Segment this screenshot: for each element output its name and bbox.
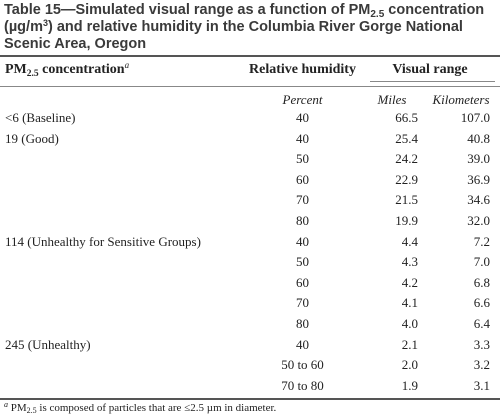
table-row: 245 (Unhealthy) 40 2.1 3.3 <box>0 335 500 356</box>
table-row: 60 22.9 36.9 <box>0 170 500 191</box>
header-visual-range: Visual range <box>392 62 468 77</box>
cell-kilometers: 32.0 <box>467 212 490 228</box>
visual-range-spanner-rule <box>370 81 495 82</box>
cell-kilometers: 34.6 <box>467 192 490 208</box>
cell-kilometers: 107.0 <box>460 110 490 125</box>
title-text: ) and relative humidity in the Columbia … <box>4 19 463 52</box>
cell-relative-humidity: 40 <box>296 336 309 352</box>
cell-relative-humidity: 60 <box>296 274 309 290</box>
cell-miles: 24.2 <box>395 151 418 167</box>
cell-miles: 2.1 <box>401 336 418 352</box>
cell-relative-humidity: 70 to 80 <box>281 377 324 393</box>
table-row: 80 19.9 32.0 <box>0 211 500 232</box>
subheader-miles: Miles <box>377 92 407 107</box>
bottom-rule <box>0 398 500 400</box>
cell-kilometers: 3.1 <box>473 377 490 393</box>
table-body: <6 (Baseline) 40 66.5 107.0 19 (Good) 40 25.4 4… <box>0 108 500 396</box>
title-subscript: 2.5 <box>370 9 385 20</box>
cell-relative-humidity: 80 <box>296 315 309 331</box>
cell-relative-humidity: 40 <box>296 110 309 125</box>
cell-relative-humidity: 70 <box>296 295 309 311</box>
table-row: 114 (Unhealthy for Sensitive Groups) 40 4.… <box>0 232 500 253</box>
cell-miles: 4.1 <box>401 295 418 311</box>
cell-miles: 19.9 <box>395 212 418 228</box>
cell-kilometers: 3.2 <box>473 357 490 373</box>
cell-concentration: 19 (Good) <box>5 130 59 146</box>
cell-miles: 4.2 <box>401 274 418 290</box>
cell-kilometers: 3.3 <box>473 336 490 352</box>
subheader-kilometers: Kilometers <box>432 92 490 107</box>
header-rule <box>0 86 500 87</box>
title-text: concentration (µg/m <box>4 2 485 35</box>
table-row: 60 4.2 6.8 <box>0 273 500 294</box>
cell-miles: 21.5 <box>395 192 418 208</box>
header-subscript: 2.5 <box>26 69 39 79</box>
cell-miles: 4.0 <box>401 315 418 331</box>
cell-kilometers: 6.8 <box>473 274 490 290</box>
cell-kilometers: 7.0 <box>473 254 490 270</box>
cell-concentration: 245 (Unhealthy) <box>5 336 91 352</box>
cell-miles: 4.4 <box>401 233 418 249</box>
table-row: 50 24.2 39.0 <box>0 149 500 170</box>
cell-kilometers: 40.8 <box>467 130 490 146</box>
footnote-subscript: 2.5 <box>26 406 37 415</box>
header-text: concentration <box>38 62 125 77</box>
table-row: 70 4.1 6.6 <box>0 293 500 314</box>
table-row: 50 4.3 7.0 <box>0 252 500 273</box>
header-text: PM <box>5 62 27 77</box>
footnote-text: PM <box>8 402 27 414</box>
cell-miles: 66.5 <box>395 110 418 125</box>
footnote: a PM2.5 is composed of particles that ar… <box>4 401 276 415</box>
title-superscript: 3 <box>42 18 48 28</box>
cell-kilometers: 7.2 <box>473 233 490 249</box>
cell-miles: 4.3 <box>401 254 418 270</box>
cell-relative-humidity: 40 <box>296 130 309 146</box>
cell-relative-humidity: 50 <box>296 254 309 270</box>
footnote-marker: a <box>124 60 130 70</box>
cell-relative-humidity: 80 <box>296 212 309 228</box>
table-row: 19 (Good) 40 25.4 40.8 <box>0 129 500 150</box>
cell-concentration: <6 (Baseline) <box>5 110 76 125</box>
cell-relative-humidity: 40 <box>296 233 309 249</box>
top-rule <box>0 55 500 57</box>
table-row: <6 (Baseline) 40 66.5 107.0 <box>0 108 500 129</box>
cell-miles: 2.0 <box>401 357 418 373</box>
header-relative-humidity: Relative humidity <box>249 62 356 77</box>
cell-kilometers: 39.0 <box>467 151 490 167</box>
cell-miles: 1.9 <box>401 377 418 393</box>
title-text: Table 15—Simulated visual range as a fun… <box>4 2 371 18</box>
footnote-marker: a <box>4 400 8 409</box>
cell-relative-humidity: 70 <box>296 192 309 208</box>
header-concentration: PM2.5 concentrationa <box>5 60 130 79</box>
footnote-text: is composed of particles that are ≤2.5 µ… <box>36 402 277 414</box>
cell-kilometers: 6.4 <box>473 315 490 331</box>
subheader-percent: Percent <box>282 92 323 107</box>
cell-kilometers: 36.9 <box>467 171 490 187</box>
table-row: 50 to 60 2.0 3.2 <box>0 355 500 376</box>
cell-relative-humidity: 50 <box>296 151 309 167</box>
table-row: 80 4.0 6.4 <box>0 314 500 335</box>
table-row: 70 to 80 1.9 3.1 <box>0 376 500 397</box>
cell-relative-humidity: 50 to 60 <box>281 357 324 373</box>
table-row: 70 21.5 34.6 <box>0 190 500 211</box>
cell-kilometers: 6.6 <box>473 295 490 311</box>
cell-relative-humidity: 60 <box>296 171 309 187</box>
cell-miles: 22.9 <box>395 171 418 187</box>
table-title: Table 15—Simulated visual range as a fun… <box>4 2 496 53</box>
cell-miles: 25.4 <box>395 130 418 146</box>
cell-concentration: 114 (Unhealthy for Sensitive Groups) <box>5 233 201 249</box>
